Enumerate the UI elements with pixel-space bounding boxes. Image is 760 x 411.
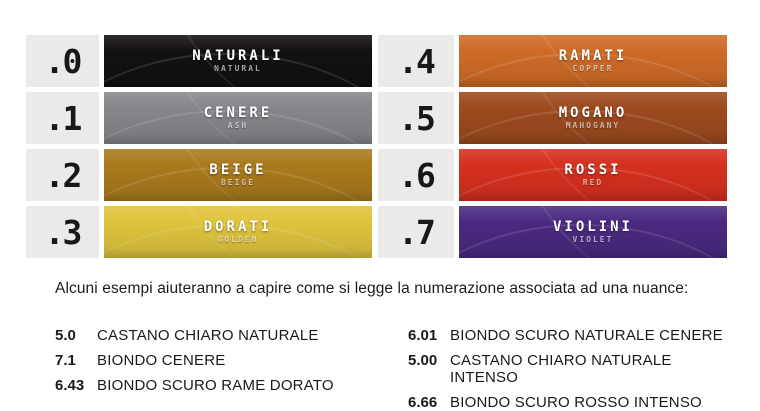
shade-swatch-violini: VIOLINI VIOLET <box>459 206 727 258</box>
shade-labels: RAMATI COPPER <box>559 49 628 73</box>
shade-subtitle-en: VIOLET <box>572 234 614 244</box>
example-label: BIONDO SCURO NATURALE CENERE <box>450 327 723 344</box>
shade-row: .3 DORATI GOLDEN .7 VIOLINI VIOLET <box>26 206 727 258</box>
example-label: BIONDO SCURO RAME DORATO <box>97 377 334 394</box>
examples-section: 5.0 CASTANO CHIARO NATURALE 7.1 BIONDO C… <box>55 327 735 411</box>
shade-row: .2 BEIGE BEIGE .6 ROSSI RED <box>26 149 727 201</box>
shade-labels: ROSSI RED <box>564 163 621 187</box>
shade-swatch-naturali: NATURALI NATURAL <box>104 35 372 87</box>
shade-swatch-ramati: RAMATI COPPER <box>459 35 727 87</box>
shade-labels: DORATI GOLDEN <box>204 220 273 244</box>
shade-name: VIOLINI <box>552 218 633 235</box>
example-code: 5.0 <box>55 327 76 344</box>
shade-number-5: .5 <box>378 92 454 144</box>
shade-number-0: .0 <box>26 35 99 87</box>
shade-name: ROSSI <box>564 161 622 178</box>
shade-swatch-cenere: CENERE ASH <box>104 92 372 144</box>
shade-name: RAMATI <box>558 47 628 64</box>
shade-subtitle-en: BEIGE <box>220 177 256 187</box>
shade-labels: CENERE ASH <box>204 106 273 130</box>
examples-right-column: 6.01 BIONDO SCURO NATURALE CENERE 5.00 C… <box>408 327 728 411</box>
shade-swatch-mogano: MOGANO MAHOGANY <box>459 92 727 144</box>
swirl-decoration <box>164 149 372 201</box>
shade-labels: MOGANO MAHOGANY <box>559 106 628 130</box>
example-row: 7.1 BIONDO CENERE <box>55 352 408 369</box>
swirl-decoration <box>519 149 727 201</box>
example-code: 6.01 <box>408 327 438 344</box>
shade-labels: NATURALI NATURAL <box>192 49 283 73</box>
shade-subtitle-en: ASH <box>227 120 249 130</box>
example-code: 6.43 <box>55 377 85 394</box>
shade-swatch-rossi: ROSSI RED <box>459 149 727 201</box>
shade-name: DORATI <box>203 218 273 235</box>
example-row: 5.0 CASTANO CHIARO NATURALE <box>55 327 408 344</box>
shade-number-1: .1 <box>26 92 99 144</box>
shade-row: .1 CENERE ASH .5 MOGANO MAHOGANY <box>26 92 727 144</box>
shade-grid: .0 NATURALI NATURAL .4 RAMATI COPPER <box>26 35 727 263</box>
example-label: BIONDO CENERE <box>97 352 226 369</box>
example-code: 5.00 <box>408 352 438 369</box>
shade-labels: BEIGE BEIGE <box>209 163 266 187</box>
shade-subtitle-en: RED <box>582 177 604 187</box>
intro-text: Alcuni esempi aiuteranno a capire come s… <box>55 280 689 297</box>
shade-row: .0 NATURALI NATURAL .4 RAMATI COPPER <box>26 35 727 87</box>
example-row: 6.01 BIONDO SCURO NATURALE CENERE <box>408 327 728 344</box>
examples-left-column: 5.0 CASTANO CHIARO NATURALE 7.1 BIONDO C… <box>55 327 408 411</box>
shade-number-6: .6 <box>378 149 454 201</box>
shade-subtitle-en: MAHOGANY <box>565 120 621 130</box>
example-label: CASTANO CHIARO NATURALE INTENSO <box>450 352 672 386</box>
shade-subtitle-en: GOLDEN <box>217 234 259 244</box>
example-label: BIONDO SCURO ROSSO INTENSO <box>450 394 702 411</box>
shade-swatch-dorati: DORATI GOLDEN <box>104 206 372 258</box>
shade-name: BEIGE <box>209 161 267 178</box>
shade-number-7: .7 <box>378 206 454 258</box>
shade-name: MOGANO <box>558 104 628 121</box>
example-label: CASTANO CHIARO NATURALE <box>97 327 319 344</box>
shade-name: CENERE <box>203 104 273 121</box>
shade-subtitle-en: NATURAL <box>214 63 262 73</box>
example-row: 6.43 BIONDO SCURO RAME DORATO <box>55 377 408 394</box>
shade-number-3: .3 <box>26 206 99 258</box>
shade-number-2: .2 <box>26 149 99 201</box>
shade-labels: VIOLINI VIOLET <box>553 220 633 244</box>
shade-swatch-beige: BEIGE BEIGE <box>104 149 372 201</box>
example-code: 6.66 <box>408 394 438 411</box>
example-row: 5.00 CASTANO CHIARO NATURALE INTENSO <box>408 352 728 386</box>
shade-subtitle-en: COPPER <box>572 63 614 73</box>
example-code: 7.1 <box>55 352 76 369</box>
example-row: 6.66 BIONDO SCURO ROSSO INTENSO <box>408 394 728 411</box>
shade-number-4: .4 <box>378 35 454 87</box>
shade-name: NATURALI <box>192 47 284 64</box>
